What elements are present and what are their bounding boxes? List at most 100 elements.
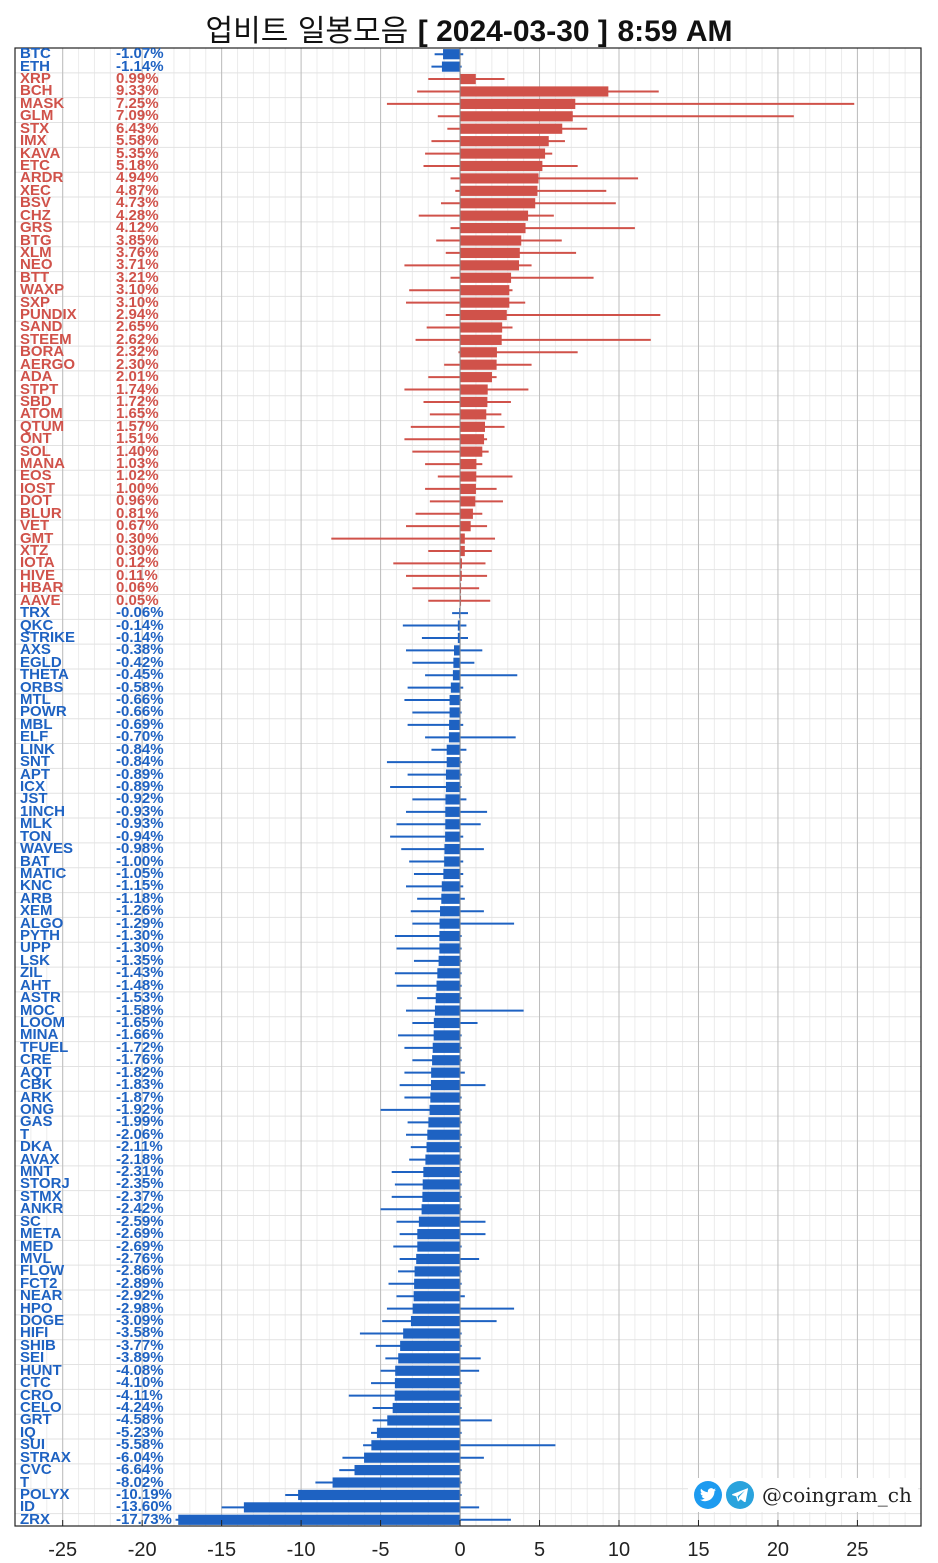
bar xyxy=(445,794,461,805)
bar xyxy=(298,1489,461,1501)
bar xyxy=(460,558,462,569)
bar xyxy=(430,1092,461,1103)
brand-badge: @coingram_ch xyxy=(688,1478,918,1512)
bar xyxy=(460,334,502,345)
bar xyxy=(460,86,609,97)
bar xyxy=(243,1502,461,1513)
bar xyxy=(460,297,510,308)
bar xyxy=(441,61,461,72)
x-tick-label: -10 xyxy=(287,1539,316,1561)
bar xyxy=(427,1129,461,1140)
bar xyxy=(394,1378,461,1389)
bar xyxy=(432,1042,461,1053)
bar xyxy=(439,918,461,929)
bar xyxy=(434,1005,461,1016)
x-tick-label: -5 xyxy=(372,1539,390,1561)
bar xyxy=(460,545,465,557)
title-prefix: 업비트 일봉모음 xyxy=(205,14,409,49)
x-tick-label: -15 xyxy=(207,1539,236,1561)
bar xyxy=(460,98,576,109)
bar xyxy=(445,806,461,817)
bar xyxy=(445,781,461,793)
bar xyxy=(416,1253,461,1265)
bar xyxy=(421,1204,461,1215)
bar xyxy=(449,719,461,730)
page-title: 업비트 일봉모음 [ 2024-03-30 ] 8:59 AM xyxy=(0,6,938,50)
bar xyxy=(435,993,461,1004)
bar xyxy=(460,123,563,134)
bar xyxy=(417,1229,461,1240)
bar xyxy=(457,620,461,631)
bar xyxy=(441,893,461,904)
bar xyxy=(460,372,493,383)
x-tick-label: 5 xyxy=(534,1539,545,1561)
bar xyxy=(395,1365,461,1376)
bar xyxy=(460,384,488,395)
bar xyxy=(460,185,538,196)
bar xyxy=(437,968,461,979)
bar xyxy=(460,421,486,432)
bar xyxy=(364,1452,461,1463)
bar xyxy=(460,471,477,482)
bar xyxy=(446,757,461,768)
bar xyxy=(414,1278,461,1289)
twitter-bird-icon xyxy=(694,1481,722,1509)
bar xyxy=(448,732,461,743)
telegram-plane-icon xyxy=(726,1481,754,1509)
bar xyxy=(423,1166,461,1178)
x-tick-label: 0 xyxy=(454,1539,465,1561)
bar xyxy=(452,670,461,681)
bar xyxy=(433,1017,461,1029)
title-date: [ 2024-03-30 ] xyxy=(417,15,608,48)
bar xyxy=(444,844,461,855)
bar xyxy=(439,943,461,954)
bar xyxy=(443,868,461,880)
bar xyxy=(431,1067,461,1078)
bar xyxy=(417,1241,461,1252)
bar xyxy=(433,1030,461,1041)
x-tick-label: -20 xyxy=(128,1539,157,1561)
bar xyxy=(460,521,471,532)
bar xyxy=(460,247,520,259)
bar xyxy=(460,309,507,321)
bar xyxy=(439,930,461,942)
bar xyxy=(460,260,520,271)
bar xyxy=(460,508,473,519)
title-time: 8:59 AM xyxy=(617,15,733,48)
bar xyxy=(376,1427,461,1438)
bar xyxy=(446,744,461,755)
bar xyxy=(460,285,510,296)
bar xyxy=(460,409,487,420)
bar xyxy=(450,682,461,693)
bar xyxy=(460,359,497,370)
bar xyxy=(460,148,546,159)
bar xyxy=(460,136,549,147)
bar xyxy=(332,1477,461,1488)
bar xyxy=(460,173,539,184)
bar xyxy=(418,1216,461,1227)
bar xyxy=(460,434,485,445)
bar xyxy=(354,1465,461,1476)
bar xyxy=(400,1340,461,1351)
bar xyxy=(457,632,461,644)
bar xyxy=(403,1328,461,1339)
bar xyxy=(460,272,512,283)
bar xyxy=(387,1415,461,1426)
x-tick-label: 25 xyxy=(846,1539,868,1561)
bar xyxy=(410,1315,461,1327)
bar xyxy=(441,881,461,892)
x-tick-label: 15 xyxy=(687,1539,709,1561)
bar xyxy=(412,1303,461,1314)
bar xyxy=(460,223,526,234)
bar xyxy=(460,483,476,495)
bar xyxy=(445,819,461,830)
bar xyxy=(422,1179,461,1190)
bar xyxy=(454,645,461,656)
bar xyxy=(460,458,477,470)
bar xyxy=(392,1402,461,1414)
bar xyxy=(422,1191,461,1202)
bar xyxy=(178,1514,461,1525)
bar xyxy=(460,347,497,358)
bar xyxy=(443,49,461,60)
